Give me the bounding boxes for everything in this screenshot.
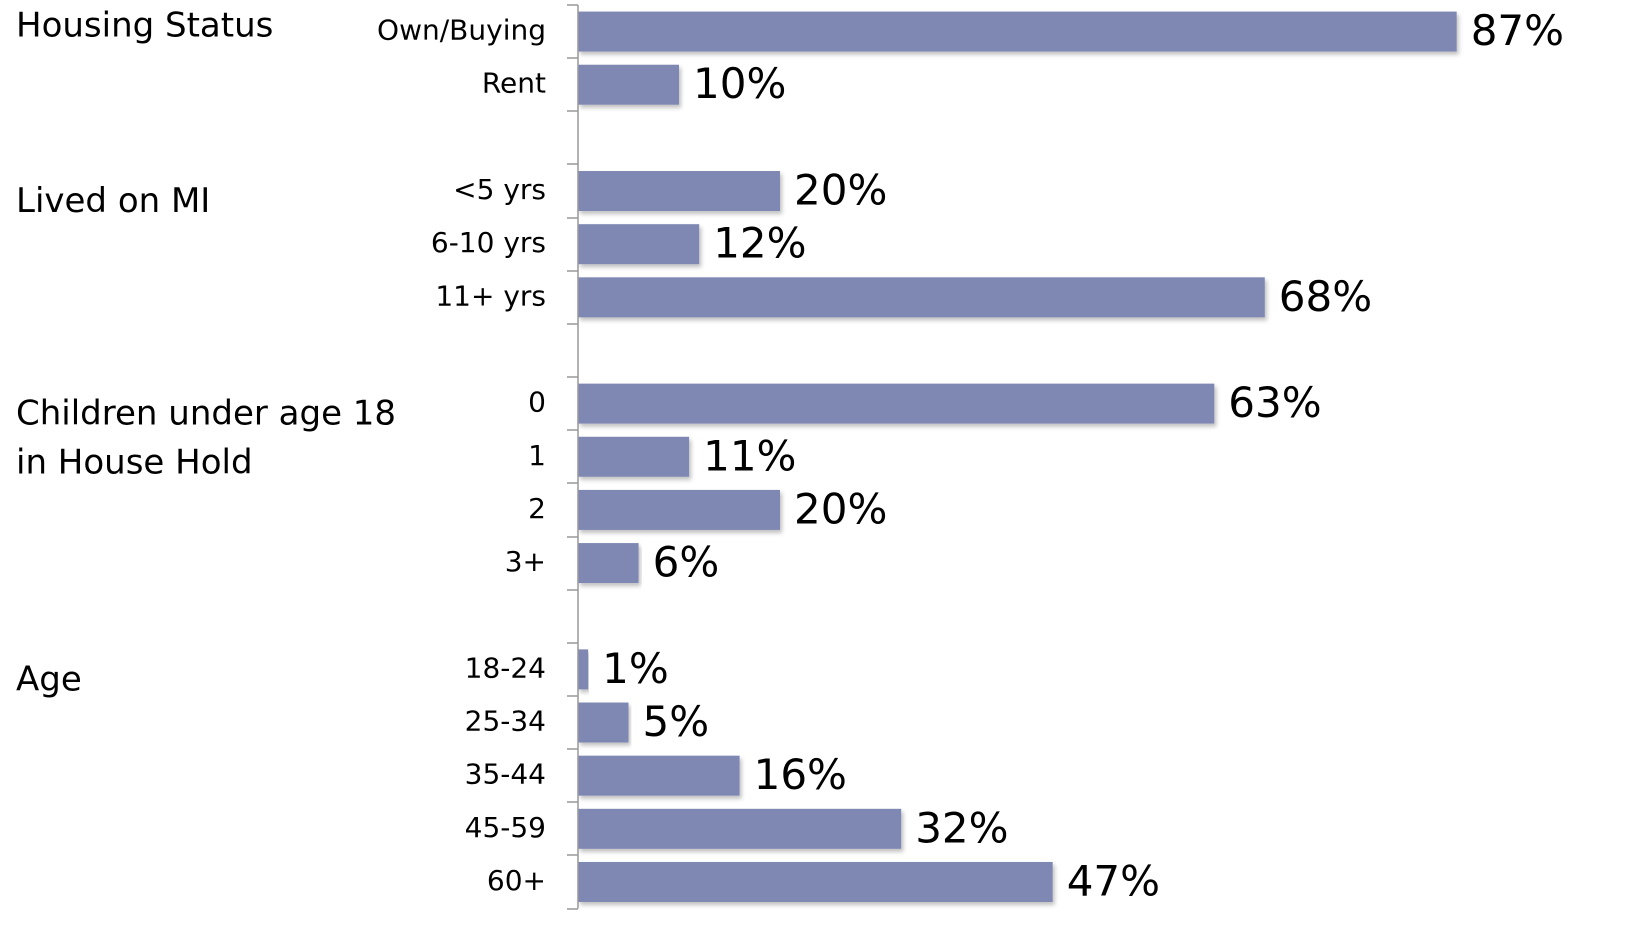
bar [578,543,639,584]
bar [578,277,1265,318]
bar [578,489,780,530]
group-label: Age [16,659,82,699]
group-label: Children under age 18 [16,394,396,434]
value-label: 16% [754,750,847,799]
category-label: 2 [528,492,546,525]
bar [578,64,679,105]
category-label: Rent [482,67,546,100]
group-label: Housing Status [16,6,273,46]
category-label: 1 [528,439,546,472]
value-label: 5% [643,697,710,746]
bar [578,702,629,743]
group-label: Lived on MI [16,181,210,221]
value-label: 68% [1279,272,1372,321]
value-label: 63% [1228,378,1321,427]
group-label: in House Hold [16,443,253,483]
category-label: 18-24 [465,651,546,684]
value-label: 1% [602,644,669,693]
category-label: 45-59 [465,811,546,844]
category-label: <5 yrs [453,173,546,206]
category-label: 3+ [505,545,546,578]
bar [578,861,1053,902]
category-label: 35-44 [465,758,546,791]
bar [578,436,690,477]
value-label: 32% [915,803,1008,852]
bar [578,224,700,265]
bar [578,808,902,849]
category-label: 25-34 [465,705,546,738]
value-label: 11% [703,431,796,480]
bar [578,171,780,212]
value-label: 10% [693,59,786,108]
category-label: 11+ yrs [435,279,546,312]
bar [578,383,1215,424]
value-label: 20% [794,484,887,533]
value-label: 47% [1067,856,1160,905]
bar [578,11,1457,52]
category-label: Own/Buying [377,14,546,47]
value-label: 12% [713,219,806,268]
value-label: 6% [653,538,720,587]
category-label: 60+ [487,864,546,897]
bar [578,755,740,796]
value-label: 87% [1471,6,1564,55]
bar [578,649,589,690]
category-label: 6-10 yrs [431,226,546,259]
category-label: 0 [528,386,546,419]
value-label: 20% [794,166,887,215]
